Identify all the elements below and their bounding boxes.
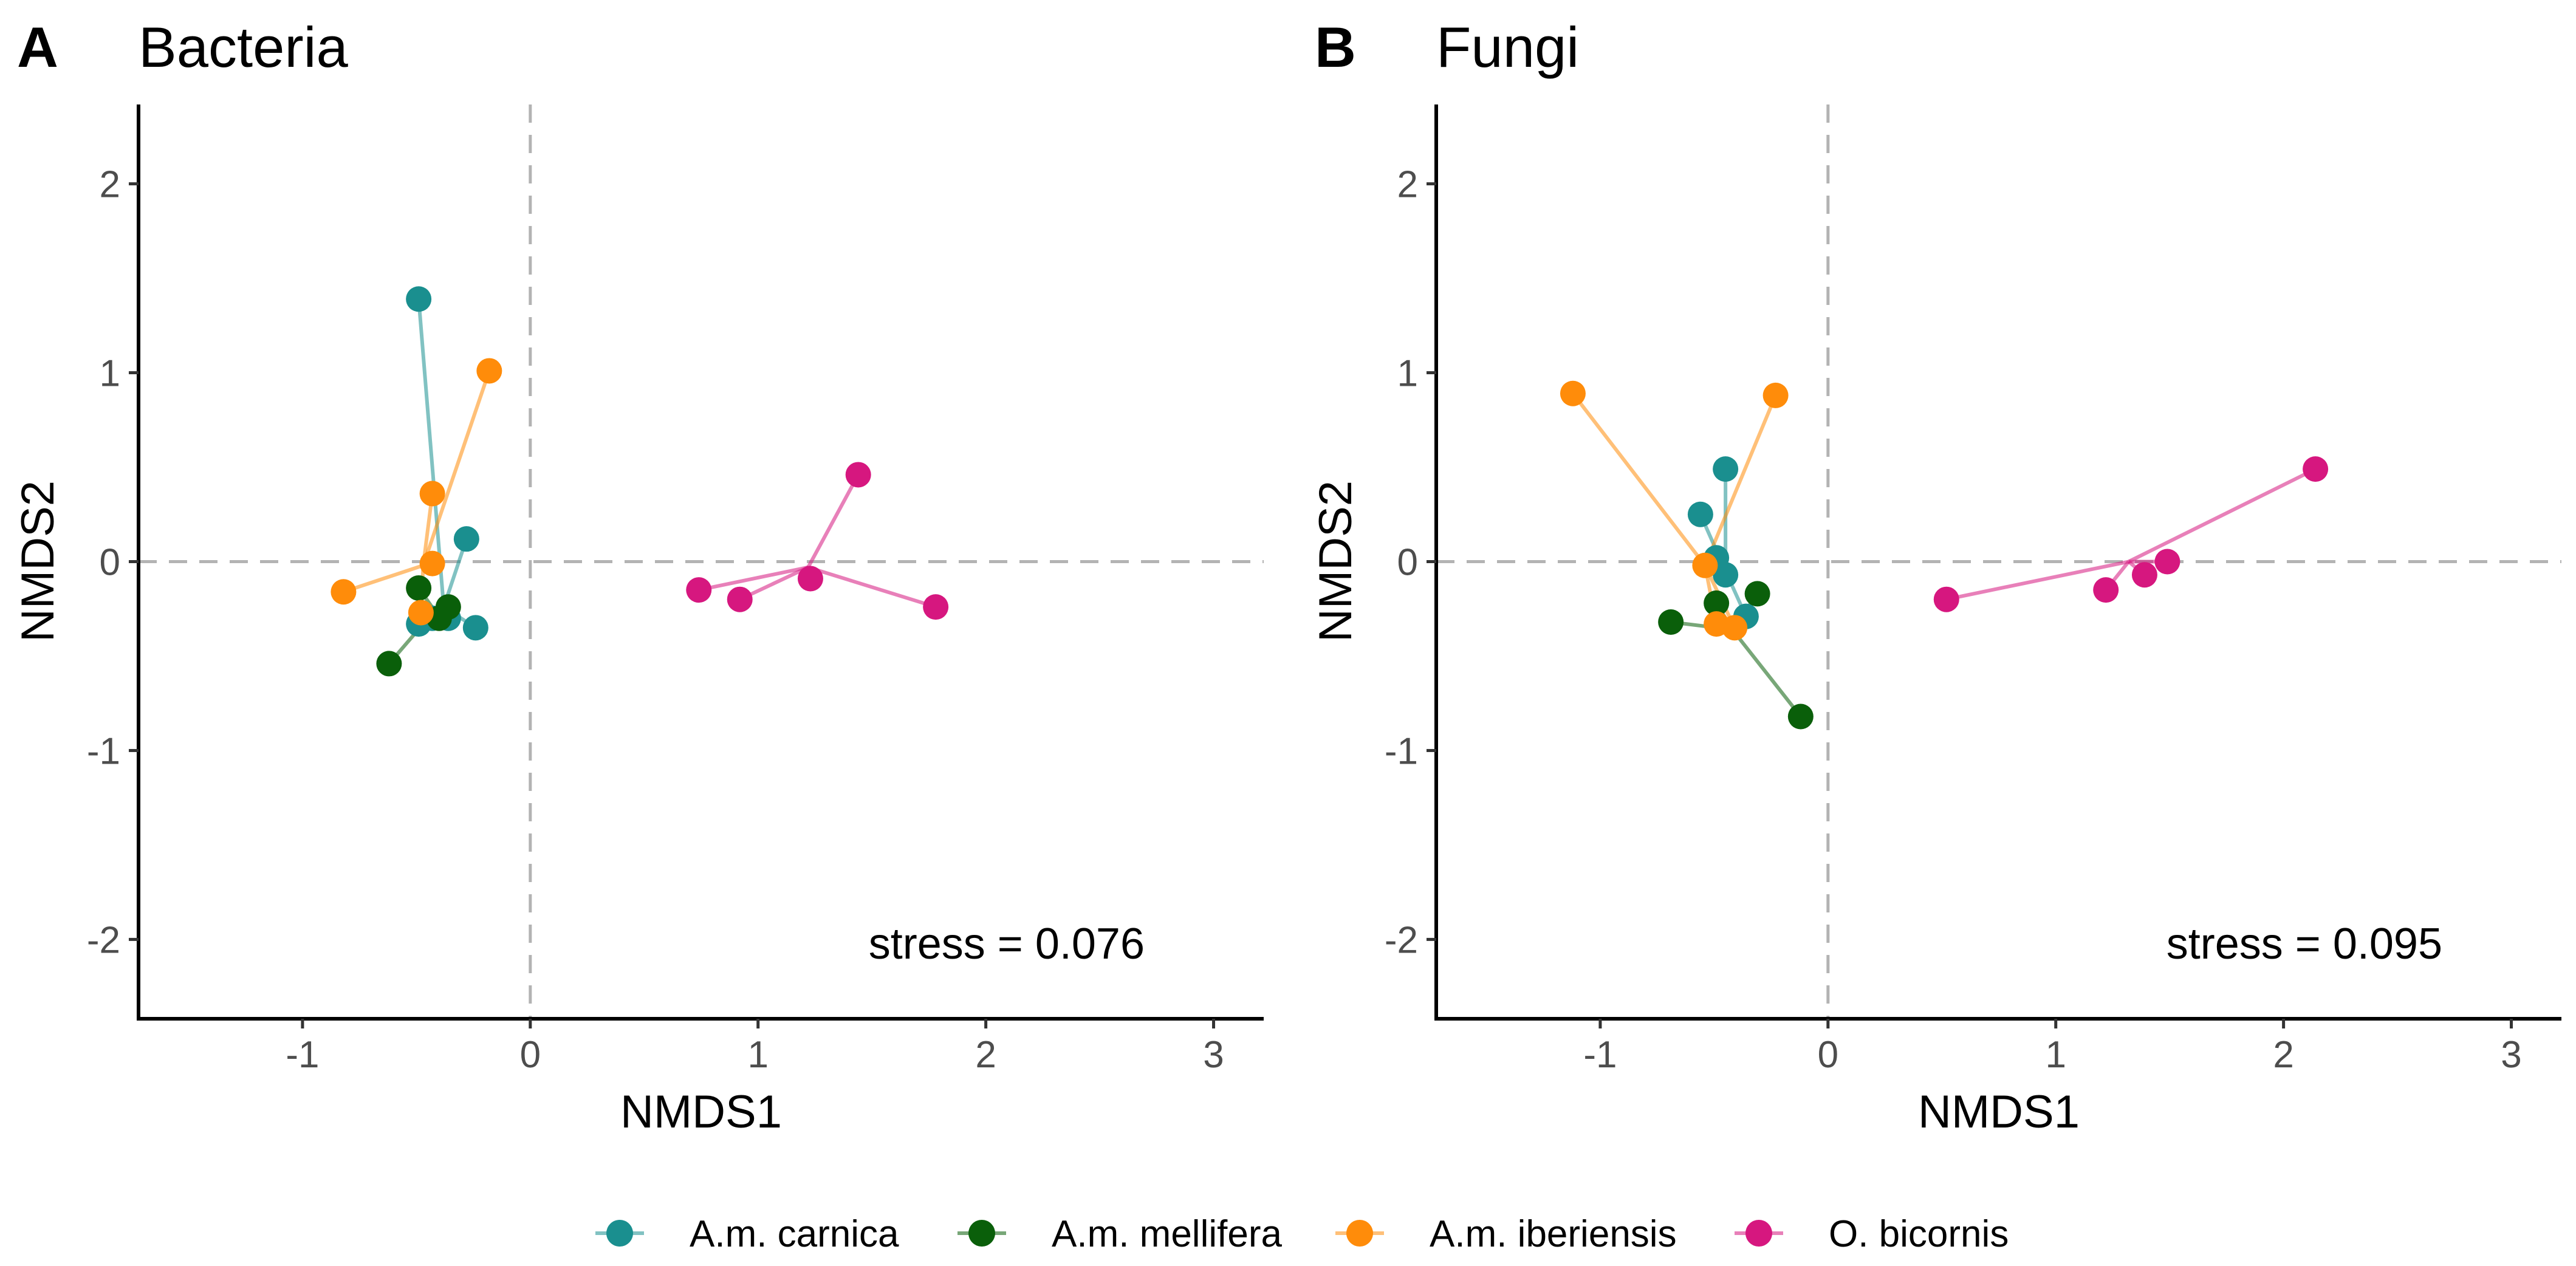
y-tick-label: -2 (87, 919, 120, 961)
y-ticks: -2 -1 0 1 2 (1385, 164, 1436, 961)
x-tick-label: 3 (1203, 1034, 1224, 1076)
legend-item: A.m. carnica (595, 1213, 899, 1255)
data-point (1933, 586, 1959, 612)
data-point (1744, 581, 1770, 607)
centroid-link (343, 563, 424, 594)
legend-label: A.m. carnica (690, 1213, 899, 1255)
data-point (686, 577, 712, 603)
x-tick-label: 2 (975, 1034, 996, 1076)
legend-item: A.m. iberiensis (1335, 1213, 1677, 1255)
data-point (462, 615, 488, 641)
data-point (2131, 562, 2157, 588)
data-point (1787, 703, 1814, 730)
data-point (331, 579, 357, 605)
y-tick-label: -1 (1385, 730, 1418, 772)
data-point (1704, 590, 1730, 616)
x-tick-label: 0 (520, 1034, 541, 1076)
centroid-link (421, 370, 492, 566)
y-tick-label: 0 (100, 542, 120, 584)
data-point (2093, 577, 2119, 603)
legend-marker (1346, 1220, 1373, 1247)
y-tick-label: 1 (100, 353, 120, 395)
data-point (2303, 456, 2329, 482)
x-tick-label: 1 (2045, 1034, 2066, 1076)
centroid-link (807, 565, 937, 609)
data-point (1658, 609, 1684, 635)
centroid-link (698, 565, 809, 592)
legend-label: O. bicornis (1829, 1213, 2009, 1255)
data-point (419, 550, 445, 577)
y-tick-label: 2 (100, 164, 120, 206)
centroid-link (2128, 467, 2317, 564)
data-point (2154, 549, 2180, 575)
legend-item: O. bicornis (1735, 1213, 2009, 1255)
data-point (406, 286, 432, 312)
legend: A.m. carnica A.m. mellifera A.m. iberien… (595, 1213, 2009, 1255)
centroid-link (1571, 392, 1707, 567)
legend-item: A.m. mellifera (957, 1213, 1282, 1255)
panel-letter: B (1315, 15, 1356, 79)
data-point (376, 651, 402, 677)
panel-title: Bacteria (139, 15, 349, 79)
data-point (845, 462, 871, 488)
legend-marker (606, 1220, 633, 1247)
data-point (797, 566, 823, 592)
x-tick-label: 0 (1818, 1034, 1838, 1076)
x-tick-label: -1 (1583, 1034, 1617, 1076)
data-point (1713, 456, 1739, 482)
x-axis-label: NMDS1 (1918, 1086, 2080, 1138)
data-point (1560, 380, 1586, 406)
centroid-link (1703, 394, 1778, 566)
stress-label: stress = 0.076 (869, 920, 1145, 968)
legend-marker (968, 1220, 995, 1247)
data-point (419, 481, 445, 507)
centroid-link (806, 474, 860, 569)
y-tick-label: 1 (1397, 353, 1418, 395)
legend-label: A.m. mellifera (1052, 1213, 1282, 1255)
data-point (1687, 501, 1713, 527)
y-tick-label: -2 (1385, 919, 1418, 961)
y-axis-label: NMDS2 (1310, 481, 1362, 642)
x-tick-label: -1 (286, 1034, 319, 1076)
bacteria-panel: A Bacteria -1 0 1 2 3 -2 -1 0 1 2 NMDS1 NMDS2 st… (12, 15, 1264, 1138)
legend-label: A.m. iberiensis (1430, 1213, 1677, 1255)
data-point (1713, 562, 1739, 588)
x-tick-label: 2 (2273, 1034, 2293, 1076)
panel-title: Fungi (1436, 15, 1579, 79)
y-tick-label: -1 (87, 730, 120, 772)
link-layer (1571, 392, 2317, 718)
centroid-link (1946, 559, 2129, 601)
y-tick-label: 0 (1397, 542, 1418, 584)
x-axis-label: NMDS1 (620, 1086, 782, 1138)
y-ticks: -2 -1 0 1 2 (87, 164, 139, 961)
x-ticks: -1 0 1 2 3 (286, 1019, 1224, 1076)
y-axis-label: NMDS2 (12, 481, 64, 642)
data-point (1762, 382, 1789, 408)
x-ticks: -1 0 1 2 3 (1583, 1019, 2522, 1076)
point-layer (331, 286, 949, 677)
data-point (923, 594, 949, 620)
x-tick-label: 1 (747, 1034, 768, 1076)
data-point (453, 526, 479, 552)
data-point (406, 575, 432, 601)
data-point (1692, 552, 1718, 578)
point-layer (1560, 380, 2329, 730)
fungi-panel: B Fungi -1 0 1 2 3 -2 -1 0 1 2 NMDS1 NMDS2 stres… (1310, 15, 2561, 1138)
x-tick-label: 3 (2501, 1034, 2521, 1076)
data-point (408, 600, 434, 626)
stress-label: stress = 0.095 (2167, 920, 2442, 968)
data-point (476, 358, 502, 384)
data-point (1722, 615, 1748, 641)
y-tick-label: 2 (1397, 164, 1418, 206)
panel-letter: A (17, 15, 58, 79)
legend-marker (1745, 1220, 1772, 1247)
data-point (727, 586, 753, 612)
centroid-link (1731, 628, 1803, 718)
